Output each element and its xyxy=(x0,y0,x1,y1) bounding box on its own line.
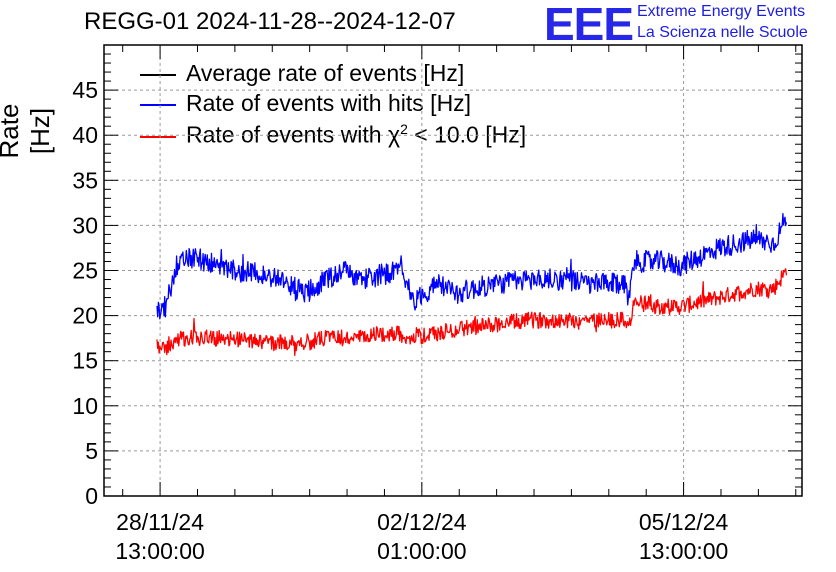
y-tick-label: 5 xyxy=(85,438,98,464)
legend-item-average: Average rate of events [Hz] xyxy=(140,60,464,87)
series-line-hits xyxy=(156,213,788,320)
chart-title: REGG-01 2024-11-28--2024-12-07 xyxy=(84,8,456,35)
x-tick-label-date: 05/12/24 xyxy=(639,509,729,535)
x-tick-label-date: 28/11/24 xyxy=(116,509,204,535)
x-tick-label-time: 13:00:00 xyxy=(639,538,729,564)
y-tick-label: 15 xyxy=(72,348,98,374)
y-tick-label: 45 xyxy=(72,77,98,103)
x-tick-label-time: 13:00:00 xyxy=(115,538,205,564)
x-tick-label-time: 01:00:00 xyxy=(377,538,467,564)
y-tick-label: 30 xyxy=(72,212,98,238)
y-tick-label: 10 xyxy=(72,393,98,419)
legend-item-chi2: Rate of events with χ2 < 10.0 [Hz] xyxy=(140,121,526,149)
legend-item-hits: Rate of events with hits [Hz] xyxy=(140,90,471,117)
legend-label-chi2-sup: 2 xyxy=(400,121,408,137)
legend-swatch-chi2 xyxy=(140,135,176,138)
legend-label-hits: Rate of events with hits [Hz] xyxy=(186,90,472,116)
y-tick-label: 25 xyxy=(72,258,98,284)
series-line-chi2 xyxy=(156,268,788,357)
y-tick-label: 40 xyxy=(72,122,98,148)
legend-label-chi2-pre: Rate of events with χ xyxy=(186,121,401,148)
legend-swatch-average xyxy=(140,73,176,76)
y-tick-label: 35 xyxy=(72,167,98,193)
brand-line-2: La Scienza nelle Scuole xyxy=(637,24,808,41)
legend-label-chi2-post: < 10.0 [Hz] xyxy=(407,121,527,148)
y-tick-label: 0 xyxy=(85,483,98,509)
legend-label-average: Average rate of events [Hz] xyxy=(186,60,465,86)
y-tick-label: 20 xyxy=(72,303,98,329)
brand-line-1: Extreme Energy Events xyxy=(637,3,806,20)
x-tick-label-date: 02/12/24 xyxy=(377,509,467,535)
legend-swatch-hits xyxy=(140,103,176,106)
eee-logo: EEE xyxy=(544,0,634,50)
